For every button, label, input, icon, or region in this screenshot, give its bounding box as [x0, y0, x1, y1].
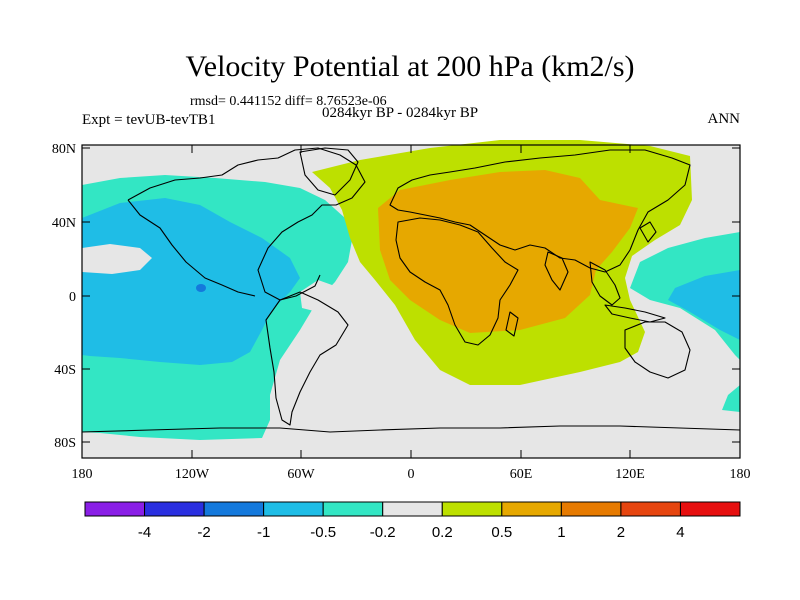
colorbar-swatch	[679, 501, 741, 517]
coast-indonesia	[604, 304, 666, 323]
coast-madagascar	[505, 311, 519, 337]
latitude-labels: 80N 40N 0 40S 80S	[52, 142, 76, 451]
contour-negative-moderate	[82, 198, 300, 365]
lon-label: 60W	[287, 467, 315, 482]
lat-label: 80N	[52, 142, 76, 157]
map-frame	[81, 144, 741, 459]
colorbar-swatch	[441, 501, 503, 517]
lon-label: 120E	[615, 467, 645, 482]
colorbar-label: 1	[557, 524, 565, 541]
lat-label: 40S	[54, 363, 76, 378]
map-title: Velocity Potential at 200 hPa (km2/s)	[185, 50, 635, 83]
lon-label: 120W	[175, 467, 210, 482]
contour-negative-strong	[196, 284, 206, 292]
colorbar-swatch	[620, 501, 681, 517]
coast-japan	[639, 221, 657, 243]
coast-australia	[624, 321, 691, 379]
colorbar-label: -0.5	[310, 524, 336, 541]
coast-north-america	[127, 147, 366, 301]
colorbar-swatch	[84, 501, 146, 517]
map-panel	[82, 140, 740, 458]
lon-label: 180	[730, 467, 751, 482]
colorbar-swatch	[382, 501, 443, 517]
colorbar: -4 -2 -1 -0.5 -0.2 0.2 0.5 1 2 4	[84, 501, 741, 541]
lat-label: 0	[69, 290, 76, 305]
lon-label: 0	[408, 467, 415, 482]
lon-label: 60E	[510, 467, 533, 482]
colorbar-label: 4	[676, 524, 684, 541]
lon-label: 180	[72, 467, 93, 482]
coast-india	[544, 251, 569, 291]
colorbar-swatch	[263, 501, 324, 517]
coast-africa	[395, 217, 519, 346]
stats-text: rmsd= 0.441152 diff= 8.76523e-06	[190, 94, 387, 109]
colorbar-label: 0.2	[432, 524, 453, 541]
colorbar-label: -2	[197, 524, 210, 541]
coast-south-america	[265, 291, 349, 426]
colorbar-label: -4	[138, 524, 151, 541]
season-label: ANN	[707, 111, 741, 127]
colorbar-label: -1	[257, 524, 270, 541]
colorbar-swatch	[501, 501, 562, 517]
contour-positive-moderate	[378, 170, 638, 333]
longitude-labels: 180 120W 60W 0 60E 120E 180	[72, 467, 751, 482]
coast-antarctica	[81, 425, 741, 433]
coast-west-north-america	[127, 199, 256, 297]
colorbar-label: 2	[617, 524, 625, 541]
colorbar-label: -0.2	[370, 524, 396, 541]
lat-label: 40N	[52, 216, 76, 231]
contour-negative-moderate-east	[668, 270, 740, 340]
colorbar-swatch	[144, 501, 205, 517]
contour-negative-weak-se	[722, 385, 740, 412]
coast-europe-asia	[389, 149, 691, 273]
colorbar-swatch	[322, 501, 384, 517]
period-label: 0284kyr BP - 0284kyr BP	[322, 105, 479, 121]
colorbar-swatch	[560, 501, 622, 517]
coast-southeast-asia	[589, 261, 621, 306]
contour-neutral-cutout	[82, 244, 152, 274]
coast-greenland	[299, 147, 359, 196]
experiment-label: Expt = tevUB-tevTB1	[82, 112, 216, 128]
coastlines	[81, 147, 741, 433]
colorbar-label: 0.5	[491, 524, 512, 541]
colorbar-swatch	[203, 501, 265, 517]
lat-label: 80S	[54, 436, 76, 451]
